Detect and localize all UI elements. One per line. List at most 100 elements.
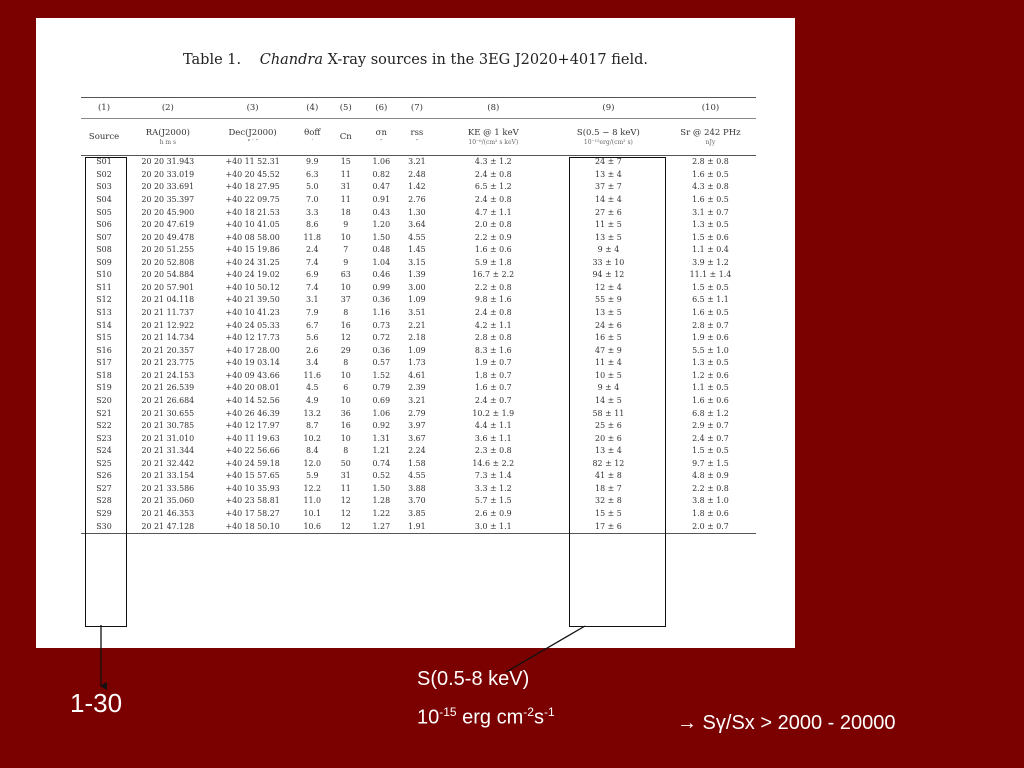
cell-dec: +40 21 39.50: [225, 295, 280, 305]
cell-r-ss: 1.42: [408, 182, 426, 192]
table-title-italic: Chandra: [259, 52, 324, 68]
table-body: S01 20 20 31.943 +40 11 52.31 9.9 15 1.06 3.21…: [81, 156, 756, 534]
cell-sigma: 1.21: [372, 446, 391, 456]
cell-dec: +40 20 08.01: [225, 383, 280, 393]
cell-sigma: 0.46: [372, 270, 391, 280]
cell-r-ss: 3.67: [408, 433, 426, 443]
cell-dec: +40 15 19.86: [225, 245, 280, 255]
cell-source: S01: [96, 157, 112, 167]
cell-source: S05: [96, 207, 112, 217]
column-header-r-ss: rss ″: [399, 118, 435, 156]
table-row: S03 20 20 33.691 +40 18 27.95 5.0 31 0.47 1.42…: [81, 181, 756, 194]
cell-dec: +40 18 50.10: [208, 520, 297, 534]
cell-dec: +40 11 19.63: [225, 433, 280, 443]
cell-ra: 20 20 45.900: [141, 207, 195, 217]
cell-ra: 20 21 26.684: [141, 395, 195, 405]
cell-dec: +40 14 52.56: [225, 395, 280, 405]
column-number-theta-off: (4): [296, 97, 328, 119]
cell-r-ss: 3.21: [408, 157, 426, 167]
cell-ra: 20 20 35.397: [141, 194, 195, 204]
cell-theta-off: 6.3: [305, 169, 319, 179]
cell-flux-0-5-8kev: 9 ± 4: [597, 383, 620, 393]
column-header-ke-1kev: KE @ 1 keV 10⁻⁶/(cm² s keV): [434, 118, 552, 156]
table-image: Table 1. Chandra X-ray sources in the 3E…: [36, 18, 795, 648]
cell-counts: 8: [343, 358, 349, 368]
cell-source: S09: [96, 257, 112, 267]
cell-sigma: 1.22: [372, 509, 391, 519]
flux-unit-label: 10-15 erg cm-2s-1: [417, 705, 555, 729]
column-number-ke-1kev: (8): [434, 97, 552, 119]
cell-counts: 18: [340, 207, 351, 217]
cell-ra: 20 21 31.010: [141, 433, 195, 443]
cell-sigma: 1.50: [372, 232, 391, 242]
cell-r-ss: 2.18: [408, 333, 426, 343]
cell-dec: +40 10 41.23: [225, 308, 280, 318]
cell-r-ss: 3.64: [408, 220, 426, 230]
gamma-xray-ratio-note: → Sγ/Sx > 2000 - 20000: [677, 712, 896, 734]
cell-theta-off: 9.9: [305, 157, 319, 167]
table-row: S28 20 21 35.060 +40 23 58.81 11.0 12 1.28 3.7…: [81, 495, 756, 508]
table-caption: Table 1. Chandra X-ray sources in the 3E…: [36, 52, 795, 68]
table-row: S24 20 21 31.344 +40 22 56.66 8.4 8 1.21 2.24 2…: [81, 445, 756, 458]
cell-dec: +40 10 41.05: [225, 220, 280, 230]
cell-flux-0-5-8kev: 15 ± 5: [595, 509, 622, 519]
cell-ke-1kev: 5.9 ± 1.8: [474, 257, 512, 267]
cell-theta-off: 4.5: [305, 383, 319, 393]
cell-sr-242phz: 2.0 ± 0.7: [664, 520, 756, 534]
cell-counts: 12: [340, 509, 351, 519]
cell-counts: 12: [340, 496, 351, 506]
cell-ra: 20 21 14.734: [141, 333, 195, 343]
table-row: S10 20 20 54.884 +40 24 19.02 6.9 63 0.46 1.39…: [81, 269, 756, 282]
cell-ra: 20 21 12.922: [141, 320, 195, 330]
cell-flux-0-5-8kev: 20 ± 6: [595, 433, 622, 443]
cell-source: S17: [96, 358, 112, 368]
cell-source: S15: [96, 333, 112, 343]
cell-sigma: 1.52: [372, 370, 391, 380]
cell-dec: +40 12 17.97: [225, 421, 280, 431]
table-row: S26 20 21 33.154 +40 15 57.65 5.9 31 0.52 4.55…: [81, 470, 756, 483]
cell-sigma: 0.79: [372, 383, 391, 393]
table-row: S30 20 21 47.128 +40 18 50.10 10.6 12 1.27 1.9…: [81, 520, 756, 534]
cell-counts: 8: [343, 446, 349, 456]
cell-counts: 12: [340, 333, 351, 343]
column-header-theta-off: θoff ′: [296, 118, 328, 156]
cell-sr-242phz: 11.1 ± 1.4: [689, 270, 732, 280]
cell-r-ss: 1.09: [408, 295, 426, 305]
cell-source: S03: [96, 182, 112, 192]
cell-sigma: 1.50: [372, 483, 391, 493]
cell-ke-1kev: 2.6 ± 0.9: [474, 509, 512, 519]
cell-source: S30: [81, 520, 128, 534]
cell-sr-242phz: 2.4 ± 0.7: [692, 433, 729, 443]
flux-band-label: S(0.5-8 keV): [417, 668, 530, 690]
column-header-row: Source RA(J2000) h m s Dec(J2000) ° ′ ″ θoff ′…: [81, 118, 756, 156]
cell-theta-off: 7.4: [305, 257, 319, 267]
cell-flux-0-5-8kev: 12 ± 4: [595, 282, 622, 292]
column-header-ra: RA(J2000) h m s: [127, 118, 209, 156]
cell-theta-off: 4.9: [305, 395, 319, 405]
column-number-counts: (5): [327, 97, 364, 119]
cell-source: S20: [96, 395, 112, 405]
cell-ra: 20 21 33.154: [141, 471, 195, 481]
cell-sr-242phz: 1.9 ± 0.6: [692, 333, 729, 343]
cell-sr-242phz: 6.5 ± 1.1: [692, 295, 729, 305]
cell-ra: 20 20 52.808: [141, 257, 195, 267]
table-row: S05 20 20 45.900 +40 18 21.53 3.3 18 0.43 1.30…: [81, 206, 756, 219]
cell-theta-off: 11.6: [303, 370, 322, 380]
cell-counts: 11: [340, 483, 351, 493]
table-row: S27 20 21 33.586 +40 10 35.93 12.2 11 1.50 3.8…: [81, 483, 756, 496]
cell-source: S22: [96, 421, 112, 431]
table-row: S23 20 21 31.010 +40 11 19.63 10.2 10 1.31 3.6…: [81, 432, 756, 445]
cell-counts: 16: [340, 320, 351, 330]
source-table: (1) (2) (3) (4) (5) (6) (7) (8) (9) (10) Source RA…: [81, 97, 756, 534]
cell-ke-1kev: 16.7 ± 2.2: [472, 270, 515, 280]
cell-ra: 20 20 51.255: [141, 245, 195, 255]
cell-r-ss: 3.88: [408, 483, 426, 493]
cell-dec: +40 24 19.02: [225, 270, 280, 280]
cell-sigma: 0.43: [372, 207, 391, 217]
cell-sr-242phz: 4.8 ± 0.9: [692, 471, 729, 481]
cell-sigma: 1.20: [372, 220, 391, 230]
cell-flux-0-5-8kev: 94 ± 12: [592, 270, 625, 280]
cell-source: S29: [96, 509, 112, 519]
cell-theta-off: 12.2: [303, 483, 322, 493]
